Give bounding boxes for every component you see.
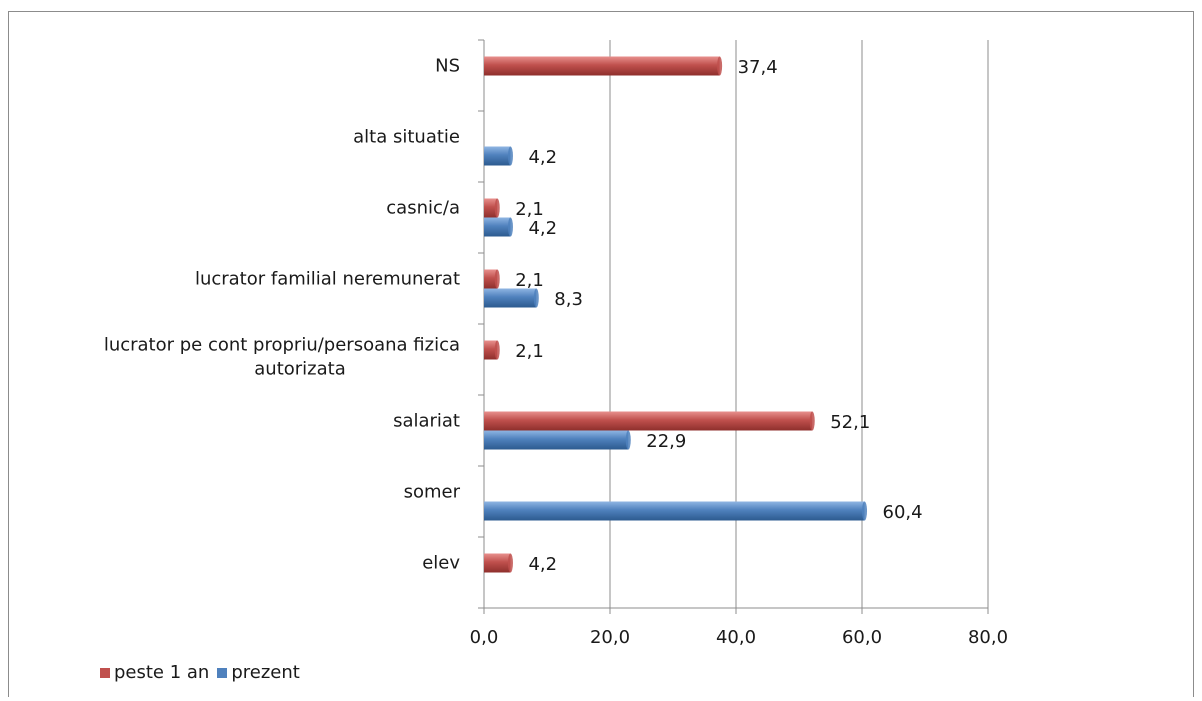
bar-cap-peste-1-an-0 [508, 554, 513, 573]
bar-prezent-5 [484, 218, 510, 237]
bar-prezent-6 [484, 147, 510, 166]
bar-peste-1-an-0 [484, 554, 510, 573]
value-label-peste-1-an-0: 4,2 [528, 554, 557, 575]
legend-swatch-peste-1-an [100, 668, 110, 678]
bar-cap-peste-1-an-4 [495, 270, 500, 289]
value-label-peste-1-an-5: 2,1 [515, 199, 544, 220]
category-label-3-line-1: autorizata [254, 359, 345, 380]
value-label-prezent-1: 60,4 [883, 502, 923, 523]
legend-item-prezent: prezent [217, 662, 300, 683]
category-label-5: casnic/a [386, 198, 460, 219]
legend: peste 1 an prezent [100, 662, 308, 683]
x-tick-label-4: 80,0 [968, 627, 1008, 648]
value-label-prezent-5: 4,2 [528, 218, 557, 239]
legend-label-prezent: prezent [231, 662, 300, 683]
bar-cap-peste-1-an-5 [495, 199, 500, 218]
bar-cap-peste-1-an-7 [717, 57, 722, 76]
legend-label-peste-1-an: peste 1 an [114, 662, 209, 683]
value-label-peste-1-an-4: 2,1 [515, 270, 544, 291]
value-label-peste-1-an-2: 52,1 [830, 412, 870, 433]
bar-cap-prezent-2 [626, 431, 631, 450]
x-tick-label-2: 40,0 [716, 627, 756, 648]
category-label-1: somer [404, 482, 461, 503]
legend-swatch-prezent [217, 668, 227, 678]
value-label-peste-1-an-3: 2,1 [515, 341, 544, 362]
category-label-7: NS [435, 56, 460, 77]
category-label-0: elev [422, 553, 460, 574]
x-tick-label-0: 0,0 [470, 627, 499, 648]
category-label-4: lucrator familial neremunerat [195, 269, 460, 290]
bar-prezent-1 [484, 502, 865, 521]
value-label-prezent-6: 4,2 [528, 147, 557, 168]
bar-cap-prezent-6 [508, 147, 513, 166]
bar-cap-prezent-1 [862, 502, 867, 521]
bar-cap-peste-1-an-2 [810, 412, 815, 431]
value-label-prezent-4: 8,3 [554, 289, 583, 310]
bar-cap-peste-1-an-3 [495, 341, 500, 360]
value-label-peste-1-an-7: 37,4 [738, 57, 778, 78]
value-label-prezent-2: 22,9 [646, 431, 686, 452]
category-label-2: salariat [393, 411, 460, 432]
x-tick-label-3: 60,0 [842, 627, 882, 648]
category-label-3-line-0: lucrator pe cont propriu/persoana fizica [104, 335, 460, 356]
x-tick-label-1: 20,0 [590, 627, 630, 648]
bar-cap-prezent-5 [508, 218, 513, 237]
bar-peste-1-an-2 [484, 412, 812, 431]
bar-peste-1-an-7 [484, 57, 720, 76]
category-label-6: alta situatie [353, 127, 460, 148]
bar-prezent-2 [484, 431, 628, 450]
bar-cap-prezent-4 [534, 289, 539, 308]
bar-prezent-4 [484, 289, 536, 308]
legend-item-peste-1-an: peste 1 an [100, 662, 209, 683]
